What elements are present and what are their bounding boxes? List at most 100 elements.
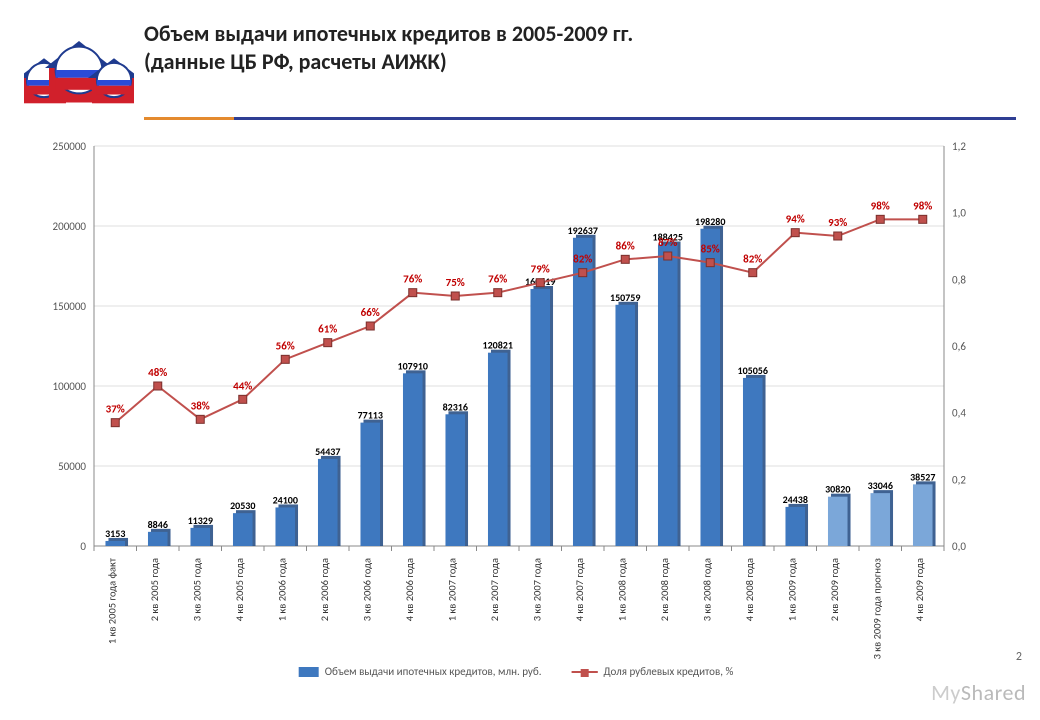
svg-text:1,0: 1,0 (952, 207, 966, 220)
legend-bar-label: Объем выдачи ипотечных кредитов, млн. ру… (325, 665, 542, 678)
svg-text:4 кв 2007 года: 4 кв 2007 года (573, 558, 586, 621)
legend-item-bars: Объем выдачи ипотечных кредитов, млн. ру… (299, 665, 542, 678)
title-line-1: Объем выдачи ипотечных кредитов в 2005-2… (144, 20, 1016, 48)
bar (105, 541, 125, 546)
svg-text:4 кв 2006 года: 4 кв 2006 года (403, 558, 416, 621)
svg-text:3 кв 2008 года: 3 кв 2008 года (700, 558, 713, 621)
bar (615, 305, 635, 546)
watermark-bold: Shared (961, 679, 1026, 706)
svg-text:56%: 56% (276, 339, 295, 352)
svg-text:37%: 37% (106, 403, 125, 416)
logo (24, 16, 144, 111)
svg-text:38%: 38% (191, 399, 210, 412)
svg-text:11329: 11329 (188, 514, 213, 527)
bar (573, 238, 593, 546)
svg-text:30820: 30820 (825, 483, 850, 496)
svg-text:0,6: 0,6 (952, 340, 966, 353)
svg-text:24438: 24438 (783, 493, 808, 506)
line-swatch (572, 671, 598, 673)
svg-text:76%: 76% (403, 273, 422, 286)
bar (190, 528, 210, 546)
page-number: 2 (1016, 650, 1022, 664)
bar (658, 245, 678, 546)
svg-text:3 кв 2006 года: 3 кв 2006 года (360, 558, 373, 621)
svg-text:50000: 50000 (58, 460, 86, 473)
svg-text:4 кв 2009 года: 4 кв 2009 года (913, 558, 926, 621)
bar (488, 353, 508, 546)
svg-text:105056: 105056 (738, 364, 768, 377)
svg-text:2 кв 2009 года: 2 кв 2009 года (828, 558, 841, 621)
bar (530, 289, 550, 546)
svg-text:79%: 79% (531, 263, 550, 276)
svg-text:20530: 20530 (230, 499, 255, 512)
watermark: MyShared (931, 679, 1026, 706)
svg-text:82%: 82% (743, 253, 762, 266)
svg-text:94%: 94% (786, 213, 805, 226)
svg-text:54437: 54437 (315, 445, 340, 458)
svg-text:150000: 150000 (53, 300, 87, 313)
svg-text:82316: 82316 (443, 400, 468, 413)
svg-text:4 кв 2005 года: 4 кв 2005 года (233, 558, 246, 621)
svg-text:1 кв 2006 года: 1 кв 2006 года (275, 558, 288, 621)
svg-text:24100: 24100 (273, 493, 298, 506)
legend-line-label: Доля рублевых кредитов, % (604, 665, 734, 678)
svg-text:3 кв 2007 года: 3 кв 2007 года (530, 558, 543, 621)
bar (445, 414, 465, 546)
svg-text:3 кв 2005 года: 3 кв 2005 года (190, 558, 203, 621)
title-block: Объем выдачи ипотечных кредитов в 2005-2… (144, 16, 1016, 75)
bar (360, 423, 380, 546)
svg-text:44%: 44% (233, 379, 252, 392)
svg-text:107910: 107910 (398, 359, 428, 372)
svg-text:8846: 8846 (148, 518, 168, 531)
svg-text:1 кв 2008 года: 1 кв 2008 года (615, 558, 628, 621)
header-divider (144, 117, 1016, 120)
bar (403, 373, 423, 546)
svg-text:2 кв 2007 года: 2 кв 2007 года (488, 558, 501, 621)
svg-text:120821: 120821 (483, 339, 513, 352)
bar (700, 229, 720, 546)
svg-text:198280: 198280 (695, 215, 725, 228)
svg-text:0,8: 0,8 (952, 273, 966, 286)
svg-text:2 кв 2006 года: 2 кв 2006 года (318, 558, 331, 621)
bar (233, 513, 253, 546)
svg-text:48%: 48% (148, 366, 167, 379)
svg-text:38527: 38527 (910, 470, 935, 483)
svg-text:0,0: 0,0 (952, 540, 966, 553)
bar (870, 493, 890, 546)
svg-text:0,2: 0,2 (952, 473, 966, 486)
svg-text:87%: 87% (658, 236, 677, 249)
bar (828, 497, 848, 546)
svg-text:75%: 75% (446, 276, 465, 289)
svg-text:85%: 85% (701, 243, 720, 256)
svg-text:0: 0 (80, 540, 86, 553)
svg-text:0,4: 0,4 (952, 407, 966, 420)
svg-text:1 кв 2009 года: 1 кв 2009 года (785, 558, 798, 621)
svg-text:33046: 33046 (868, 479, 893, 492)
svg-text:66%: 66% (361, 306, 380, 319)
svg-text:192637: 192637 (568, 224, 598, 237)
chart: 0500001000001500002000002500000,00,20,40… (36, 138, 996, 678)
bar (913, 484, 933, 546)
svg-text:250000: 250000 (53, 140, 87, 153)
legend-item-line: Доля рублевых кредитов, % (572, 665, 734, 678)
title-line-2: (данные ЦБ РФ, расчеты АИЖК) (144, 48, 1016, 76)
bar (743, 378, 763, 546)
svg-text:1,2: 1,2 (952, 140, 966, 153)
svg-text:4 кв 2008 года: 4 кв 2008 года (743, 558, 756, 621)
svg-text:3 кв 2009 года прогноз: 3 кв 2009 года прогноз (870, 558, 883, 659)
svg-text:93%: 93% (828, 216, 847, 229)
svg-text:3153: 3153 (105, 527, 125, 540)
svg-text:1 кв 2007 года: 1 кв 2007 года (445, 558, 458, 621)
svg-text:98%: 98% (871, 199, 890, 212)
svg-text:1 кв 2005 года факт: 1 кв 2005 года факт (105, 558, 118, 644)
svg-text:61%: 61% (318, 323, 337, 336)
svg-text:82%: 82% (573, 253, 592, 266)
legend: Объем выдачи ипотечных кредитов, млн. ру… (299, 665, 734, 678)
svg-text:98%: 98% (913, 199, 932, 212)
svg-text:2 кв 2005 года: 2 кв 2005 года (148, 558, 161, 621)
svg-text:77113: 77113 (358, 409, 383, 422)
bar (148, 532, 168, 546)
logo-svg (24, 16, 134, 106)
svg-text:100000: 100000 (53, 380, 87, 393)
svg-text:2 кв 2008 года: 2 кв 2008 года (658, 558, 671, 621)
